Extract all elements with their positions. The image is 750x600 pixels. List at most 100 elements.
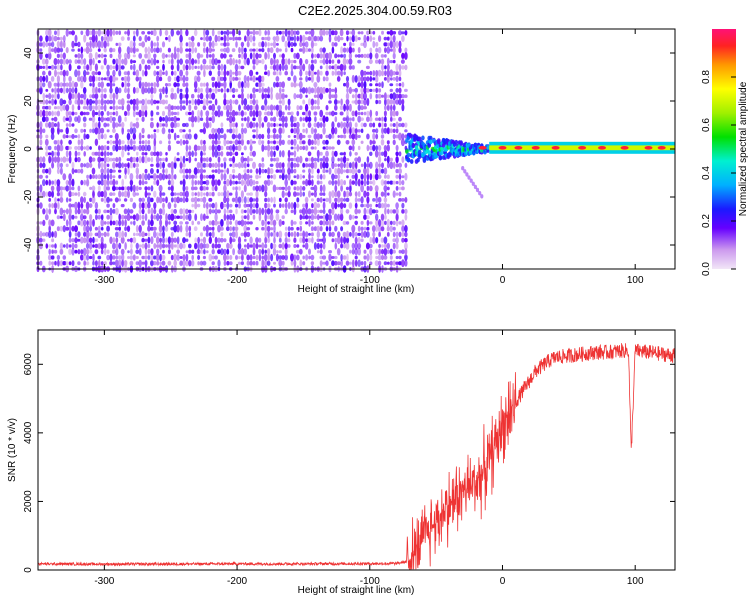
noise-cell [331, 134, 335, 139]
noise-cell [220, 88, 224, 93]
noise-cell [272, 40, 277, 49]
noise-cell [59, 207, 64, 216]
noise-cell [217, 209, 221, 214]
noise-cell [316, 238, 321, 242]
noise-cell [337, 54, 341, 58]
noise-cell [240, 138, 244, 146]
noise-cell [272, 64, 277, 71]
noise-cell [392, 40, 397, 48]
noise-cell [144, 232, 148, 237]
noise-cell [173, 46, 177, 54]
noise-cell [226, 109, 230, 118]
noise-cell [375, 196, 379, 204]
noise-cell [63, 75, 66, 83]
noise-cell [211, 57, 216, 66]
noise-cell [109, 207, 113, 216]
noise-cell [302, 117, 306, 122]
noise-cell [185, 140, 189, 145]
noise-cell [68, 59, 72, 64]
noise-cell [112, 75, 116, 83]
noise-cell [287, 238, 291, 243]
noise-cell [159, 242, 163, 250]
noise-cell [249, 77, 253, 81]
noise-cell [319, 180, 323, 185]
noise-cell [89, 197, 93, 202]
noise-cell [94, 243, 99, 249]
noise-cell [191, 178, 194, 187]
noise-cell [278, 197, 282, 203]
noise-cell [97, 71, 102, 76]
noise-cell [252, 134, 256, 139]
noise-cell [208, 58, 212, 65]
noise-cell [97, 151, 102, 157]
y-tick-label: 0 [23, 567, 34, 573]
noise-cell [42, 109, 46, 118]
noise-cell [88, 156, 93, 164]
noise-cell [115, 110, 119, 117]
noise-cell [336, 248, 341, 256]
noise-cell [214, 220, 219, 226]
noise-cell [176, 236, 180, 244]
noise-cell [202, 47, 206, 53]
noise-cell [360, 117, 364, 121]
noise-cell [68, 226, 72, 232]
noise-cell [153, 70, 157, 77]
noise-cell [117, 259, 122, 267]
noise-cell [386, 186, 390, 191]
noise-cell [310, 40, 314, 49]
noise-cell [398, 30, 402, 36]
noise-cell [398, 255, 402, 260]
noise-cell [133, 162, 136, 168]
noise-cell [185, 111, 189, 116]
noise-cell [307, 98, 312, 106]
noise-cell [281, 203, 285, 208]
noise-cell [97, 156, 102, 163]
noise-cell [97, 255, 102, 260]
noise-cell [261, 41, 265, 48]
noise-cell [214, 87, 218, 94]
noise-cell [389, 260, 393, 266]
noise-cell [263, 116, 268, 123]
noise-cell [65, 197, 69, 203]
noise-cell [258, 133, 262, 140]
noise-cell [144, 260, 148, 267]
noise-cell [138, 208, 142, 215]
noise-cell [153, 261, 157, 266]
noise-cell [141, 208, 145, 215]
noise-cell [42, 70, 46, 76]
noise-cell [176, 75, 181, 83]
noise-cell [346, 162, 349, 169]
noise-cell [386, 127, 390, 135]
noise-cell [117, 123, 122, 127]
noise-cell [307, 138, 312, 146]
noise-cell [170, 121, 175, 129]
noise-cell [322, 236, 326, 244]
noise-cell [103, 88, 107, 93]
noise-cell [68, 207, 72, 215]
noise-cell [144, 190, 148, 198]
noise-cell [392, 104, 396, 111]
noise-cell [170, 179, 175, 187]
noise-cell [118, 145, 122, 151]
onset-tail-cell [480, 194, 484, 199]
tone-peak [514, 146, 523, 150]
noise-cell [400, 249, 405, 254]
noise-cell [351, 88, 356, 92]
noise-cell [307, 151, 312, 157]
noise-cell [325, 150, 329, 157]
noise-cell [138, 36, 142, 42]
noise-cell [68, 115, 72, 123]
noise-cell [357, 47, 361, 54]
noise-cell [255, 254, 259, 261]
noise-cell [135, 29, 139, 37]
noise-cell [188, 104, 192, 112]
noise-cell [57, 28, 60, 37]
noise-cell [83, 98, 87, 106]
noise-cell [86, 236, 90, 244]
noise-cell [193, 196, 198, 204]
noise-cell [351, 127, 356, 135]
noise-cell [56, 161, 60, 170]
noise-cell [267, 253, 271, 262]
noise-cell [155, 244, 160, 248]
noise-cell [156, 248, 160, 255]
